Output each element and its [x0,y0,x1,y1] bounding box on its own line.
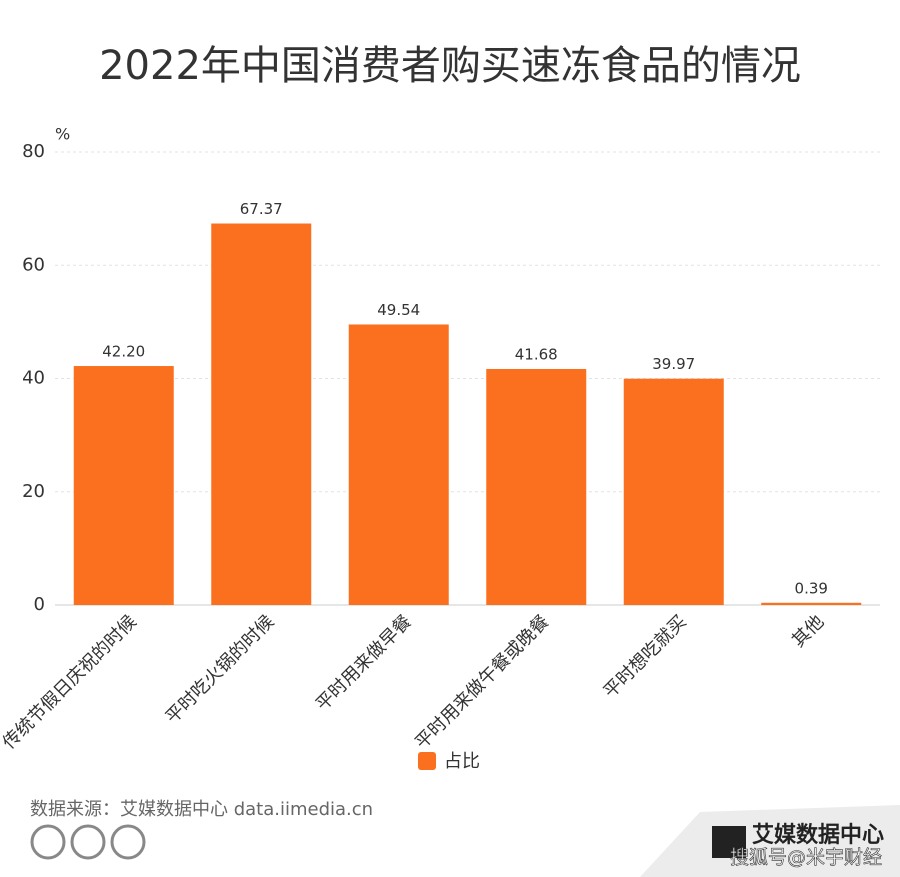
value-label: 41.68 [515,345,558,363]
bar [348,324,449,605]
logo: 艾媒数据中心 [752,822,884,848]
x-tick-label: 传统节假日庆祝的时候 [0,611,141,753]
x-tick-label: 平时用来做午餐或晚餐 [411,611,553,753]
value-label: 0.39 [795,579,828,597]
y-tick-label: 0 [34,594,45,615]
x-tick-label: 其他 [788,611,828,651]
x-tick-label: 平时吃火锅的时候 [162,611,279,728]
y-unit: % [55,125,70,144]
legend-label: 占比 [444,751,480,772]
logo-mark [712,826,746,858]
corner-band [640,805,900,877]
value-label: 67.37 [240,200,283,218]
bar [486,368,587,605]
y-tick-label: 20 [22,481,45,502]
legend-swatch [418,752,436,770]
chart-title: 2022年中国消费者购买速冻食品的情况 [99,43,801,89]
watermark: 搜狐号@米宇财经 [730,847,882,869]
y-tick-label: 60 [22,254,45,275]
bar [73,366,174,605]
x-tick-label: 平时用来做早餐 [312,611,416,715]
bar [623,378,724,605]
x-tick-label: 平时想吃就买 [600,611,691,702]
value-label: 39.97 [652,355,695,373]
value-label: 42.20 [102,343,145,361]
value-label: 49.54 [377,301,420,319]
source: 数据来源：艾媒数据中心 data.iimedia.cn [30,799,373,820]
bar [211,223,312,605]
y-tick-label: 40 [22,368,45,389]
y-tick-label: 80 [22,141,45,162]
bar [761,602,862,605]
cc-icons [30,824,146,860]
